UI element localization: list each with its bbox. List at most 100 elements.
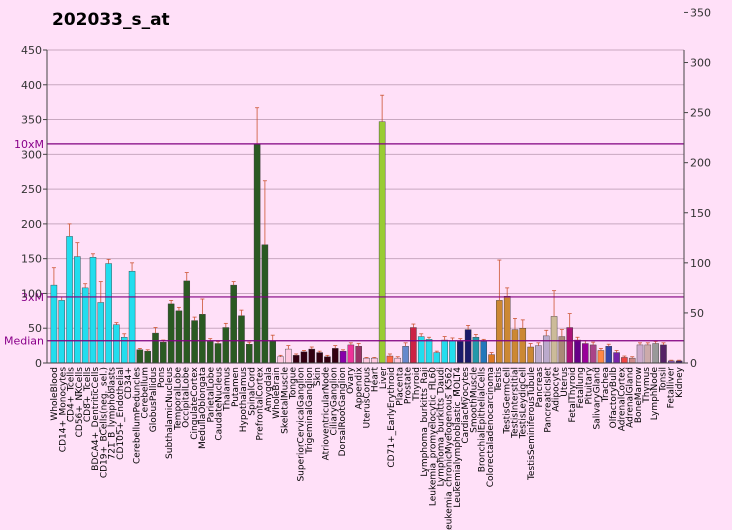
- x-tick-label: CiliaryGanglion: [330, 367, 340, 435]
- x-tick-label: ParietalLobe: [206, 367, 216, 423]
- x-tick-label: 721_B_lymphoblasts: [108, 367, 118, 460]
- x-tick-label: SubthalamicNucleus: [165, 367, 175, 459]
- x-tick-label: FetalThyroid: [568, 367, 578, 423]
- x-tick-label: CD4+_Tcells: [67, 367, 77, 422]
- bar: [410, 327, 417, 364]
- x-tick-label: Pons: [157, 367, 167, 388]
- x-tick-label: DorsalRootGanglion: [338, 367, 348, 456]
- x-tick-label: CD14+_Monocytes: [58, 367, 68, 453]
- x-tick-labels: WholeBloodCD14+_MonocytesCD4+_TcellsCD56…: [50, 366, 685, 530]
- bar: [89, 257, 97, 364]
- bar: [277, 356, 284, 364]
- x-tick-label: Appendix: [354, 366, 364, 409]
- x-tick-label: BronchialEpithelialCells: [478, 367, 488, 473]
- x-tick-label: Tongue: [289, 367, 299, 401]
- x-tick-label: CaudateNucleus: [215, 367, 225, 441]
- bar: [386, 355, 394, 364]
- bar: [355, 346, 362, 364]
- y2-tick-label: 50: [690, 307, 704, 320]
- x-tick-label: SkeletalMuscle: [280, 367, 290, 434]
- x-tick-label: CD34+: [124, 367, 134, 399]
- x-tick-label: OlfactoryBulb: [609, 367, 619, 429]
- y2-tick-label: 200: [690, 157, 711, 170]
- reference-line-label: 10xM: [14, 138, 44, 151]
- bar: [316, 352, 323, 364]
- x-tick-label: CD56+_NKCells: [75, 367, 85, 438]
- bar: [644, 344, 652, 364]
- bar: [152, 332, 159, 364]
- x-tick-label: BDCA4+_DentriticCells: [91, 367, 101, 471]
- bar: [331, 348, 339, 364]
- x-tick-label: Adipocyte: [552, 367, 562, 412]
- bar: [464, 329, 472, 364]
- x-tick-label: AdrenalCortex: [617, 366, 627, 431]
- x-tick-label: Thalamus: [223, 367, 233, 412]
- bar: [175, 310, 183, 364]
- bar: [222, 327, 230, 364]
- y-tick-label: 400: [21, 79, 42, 92]
- axes: 0 50 100 150 200 250 300 350 400 450 0 50 100 150 200 2…: [21, 6, 711, 370]
- x-tick-label: Heart: [371, 367, 381, 393]
- y2-tick-label: 0: [690, 357, 697, 370]
- x-tick-label: CD71+_EarlyErythroid: [387, 367, 397, 468]
- bar: [503, 296, 511, 364]
- y-tick-label: 200: [21, 218, 42, 231]
- chart-title: 202033_s_at: [52, 10, 170, 30]
- x-tick-label: CingulateCortex: [190, 366, 200, 439]
- x-tick-label: SpinalCord: [247, 367, 257, 416]
- y-tick-label: 250: [21, 183, 42, 196]
- bar: [394, 357, 402, 364]
- bar: [480, 341, 487, 364]
- x-tick-label: Cerebellum: [141, 367, 151, 419]
- x-tick-label: Trachea: [601, 367, 611, 403]
- bar: [324, 356, 331, 364]
- x-tick-label: Lymphoma_burkitts_Raji: [420, 367, 430, 477]
- y-tick-label: 300: [21, 148, 42, 161]
- x-tick-label: TrigeminalGanglion: [305, 367, 315, 455]
- bar: [425, 339, 433, 364]
- x-tick-label: WholeBlood: [50, 367, 60, 421]
- x-tick-label: Kidney: [675, 366, 685, 397]
- x-tick-label: Liver: [379, 367, 389, 389]
- x-tick-label: AdrenalGland: [626, 367, 636, 428]
- x-tick-label: WholeBrain: [272, 367, 282, 419]
- x-tick-label: Colorectaladenocarcinoma: [486, 367, 496, 487]
- bar: [371, 357, 378, 364]
- bar: [628, 357, 636, 364]
- bar: [128, 270, 136, 364]
- reference-lines: 10xM 3xM Median: [4, 138, 684, 348]
- bar: [457, 341, 464, 364]
- bar: [160, 341, 167, 364]
- x-tick-label: Fetalliver: [667, 367, 677, 409]
- reference-line-label: Median: [4, 335, 44, 348]
- bars: [50, 94, 683, 364]
- bar: [347, 344, 355, 364]
- bar: [613, 352, 620, 364]
- y-tick-label: 450: [21, 44, 42, 57]
- bar: [136, 349, 144, 364]
- x-tick-label: CD8+_Tcells: [83, 367, 93, 422]
- x-tick-label: CerebellumPeduncles: [132, 367, 142, 464]
- x-tick-label: AtrioventricularNode: [321, 367, 331, 461]
- bar: [378, 121, 386, 364]
- bar: [496, 300, 503, 364]
- bar: [199, 314, 206, 364]
- bar: [292, 355, 300, 364]
- bar: [488, 354, 495, 364]
- x-tick-label: Leukemia_promyelocytic_HL60: [428, 367, 438, 506]
- x-tick-label: TemporalLobe: [173, 367, 183, 431]
- bar: [105, 263, 112, 364]
- x-tick-label: BoneMarrow: [634, 367, 644, 423]
- bar: [285, 348, 292, 364]
- bar: [605, 346, 613, 364]
- x-tick-label: GlobusPallidus: [149, 367, 159, 433]
- bar: [582, 343, 589, 364]
- x-tick-label: LymphNode: [650, 367, 660, 421]
- bar: [144, 350, 151, 364]
- x-tick-label: Putamen: [231, 367, 241, 407]
- bar: [74, 256, 81, 364]
- bar: [167, 303, 175, 364]
- bar: [574, 339, 581, 364]
- x-tick-label: Placenta: [395, 367, 405, 406]
